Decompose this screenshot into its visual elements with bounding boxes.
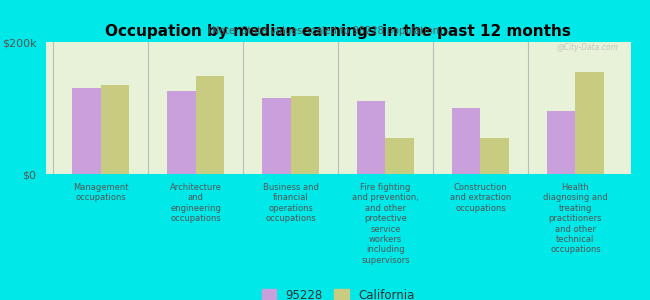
Title: Occupation by median earnings in the past 12 months: Occupation by median earnings in the pas… (105, 24, 571, 39)
Bar (385, 138, 414, 174)
Bar (72, 88, 101, 174)
Bar (196, 76, 224, 174)
Legend: 95228, California: 95228, California (257, 284, 419, 300)
Bar (167, 92, 196, 174)
Text: @City-Data.com: @City-Data.com (557, 43, 619, 52)
Bar (452, 108, 480, 174)
Bar (547, 111, 575, 174)
Bar (357, 101, 385, 174)
Bar (480, 138, 509, 174)
Bar (262, 98, 291, 174)
Bar (101, 85, 129, 174)
Bar (575, 72, 604, 174)
Text: (Note: State values scaled to 95228 population): (Note: State values scaled to 95228 popu… (207, 26, 443, 37)
Bar (291, 96, 319, 174)
